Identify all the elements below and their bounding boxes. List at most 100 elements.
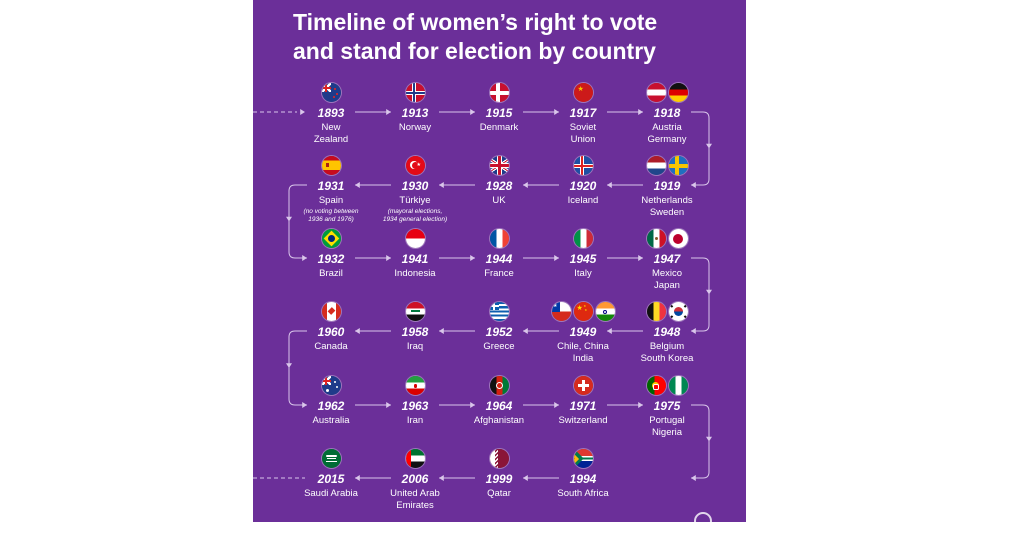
timeline-node: 2006 United Arab Emirates [375,449,455,512]
country-line: Iceland [567,195,599,206]
connector-arrowhead [300,109,305,115]
country-name: Indonesia [375,268,455,280]
flag-group: ★ [375,156,455,176]
flag-group: ★ [543,83,623,103]
flag-group: ★ ★ ★ ★ [543,302,623,322]
note-line: 1934 general election) [382,215,448,223]
flag-group [375,376,455,396]
flag-germany-icon [668,83,688,102]
flag-france-icon [489,229,509,248]
suffrage-year: 1928 [485,179,513,193]
note-line: (no voting between [303,208,359,215]
timeline-node: 1947 Mexico Japan [627,229,707,292]
country-name: Switzerland [543,415,623,427]
country-name: Italy [543,268,623,280]
connector-arrowhead [470,109,475,115]
suffrage-year: 1945 [569,252,597,266]
timeline-node: 1931 Spain (no voting between 1936 and 1976… [291,156,371,223]
flag-iran-icon [405,376,425,395]
timeline-node: 1918 Austria Germany [627,83,707,146]
country-line: New [321,122,341,133]
connector-arrowhead [302,255,307,261]
flag-sweden-icon [668,156,688,175]
timeline-node: 1958 Iraq [375,302,455,353]
flag-norway-icon [405,83,425,102]
country-line: Australia [312,415,350,426]
connector-arrowhead [554,402,559,408]
country-line: Norway [398,122,432,133]
timeline-node: 1945 Italy [543,229,623,280]
timeline-node: 1944 France [459,229,539,280]
flag-spain-icon [321,156,341,175]
connector-arrowhead [706,436,712,442]
country-name: Afghanistan [459,415,539,427]
country-line: Soviet [569,122,597,133]
flag-denmark-icon [489,83,509,102]
country-name: Saudi Arabia [291,488,371,500]
flag-uae-icon [405,449,425,468]
flag-group [375,229,455,249]
flag-group [375,302,455,322]
connector-arrowhead [286,216,292,222]
country-note: (no voting between 1936 and 1976) [291,208,371,223]
connector-arrowhead [355,328,360,334]
flag-group [543,229,623,249]
country-line: Austria [652,122,682,133]
flag-australia-icon [321,376,341,395]
country-name: New Zealand [291,122,371,146]
timeline-node: ★ 1930 Türkiye (mayoral elections, 1934 gene… [375,156,455,223]
connector-arrowhead [554,255,559,261]
timeline-node: 1963 Iran [375,376,455,427]
connector-arrowhead [638,402,643,408]
suffrage-year: 1931 [317,179,345,193]
country-name: France [459,268,539,280]
timeline-node: 1941 Indonesia [375,229,455,280]
connector-arrowhead [386,402,391,408]
country-name: Australia [291,415,371,427]
flag-india-icon [595,302,615,321]
country-name: Norway [375,122,455,134]
timeline-node: 1962 Australia [291,376,371,427]
connector-arrowhead [286,363,292,368]
connector-arrowhead [439,182,444,188]
title-line-2: and stand for election by country [293,38,656,64]
country-name: United Arab Emirates [375,488,455,512]
flag-new-zealand-icon [321,83,341,102]
suffrage-year: 1932 [317,252,345,266]
connector-arrowhead [302,402,307,408]
flag-group [375,83,455,103]
country-line: Qatar [487,488,511,499]
suffrage-year: 1919 [653,179,681,193]
country-name: South Africa [543,488,623,500]
flag-brazil-icon [321,229,341,248]
infographic-poster: Timeline of women’s right to vote and st… [253,0,746,522]
country-line: Germany [647,134,687,145]
connector-arrowhead [439,475,444,481]
connector-arrowhead [607,182,612,188]
flag-afghanistan-icon [489,376,509,395]
flag-group [459,229,539,249]
connector-arrowhead [706,143,712,149]
country-line: France [484,268,514,279]
connector-arrowhead [470,255,475,261]
flag-south-korea-icon [668,302,688,321]
timeline-node: 2015 Saudi Arabia [291,449,371,500]
connector-arrowhead [386,255,391,261]
flag-group [543,156,623,176]
country-name: UK [459,195,539,207]
flag-group [627,156,707,176]
country-name: Mexico Japan [627,268,707,292]
suffrage-year: 1948 [653,325,681,339]
country-line: Denmark [479,122,519,133]
logo-corner [694,512,712,522]
country-line: Saudi Arabia [304,488,358,499]
country-name: Portugal Nigeria [627,415,707,439]
suffrage-year: 1949 [569,325,597,339]
flag-group [627,302,707,322]
timeline-node: 1994 South Africa [543,449,623,500]
timeline-node: 1915 Denmark [459,83,539,134]
country-line: Iran [406,415,424,426]
country-line: Mexico [651,268,683,279]
country-line: Indonesia [394,268,436,279]
country-line: Chile, China [557,341,609,352]
